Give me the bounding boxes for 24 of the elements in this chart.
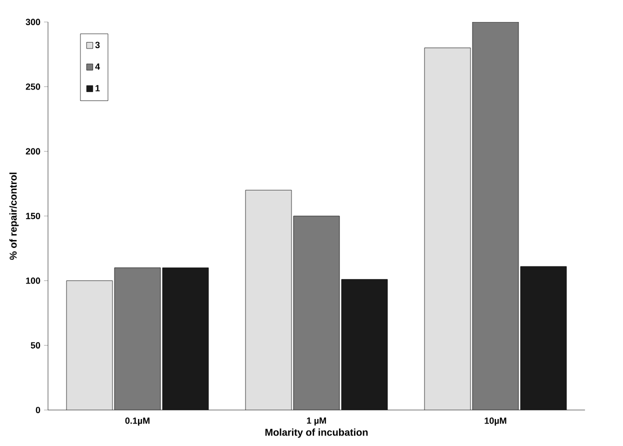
x-tick-label: 1 µM [307,418,326,426]
bar [520,266,567,410]
y-tick-label: 100 [26,277,40,284]
bar [294,216,340,410]
y-axis-title: % of repair/control [9,172,19,260]
legend-label: 4 [95,64,100,70]
bar [114,268,160,410]
bar [66,280,113,410]
legend-label: 3 [95,42,100,48]
bar [341,279,388,410]
x-tick-label: 10µM [484,418,506,426]
x-axis-title: Molarity of incubation [265,428,368,438]
bar [246,190,292,410]
bar [472,22,519,410]
legend-label: 1 [96,85,100,92]
bar [424,48,471,410]
y-tick-label: 200 [26,148,40,155]
x-tick-label: 0.1µM [125,418,150,426]
bar [162,268,208,410]
y-tick-label: 150 [26,212,40,220]
y-tick-label: 0 [36,406,40,414]
y-tick-label: 300 [26,18,40,26]
y-tick-label: 250 [26,83,40,90]
y-tick-label: 50 [30,342,40,349]
